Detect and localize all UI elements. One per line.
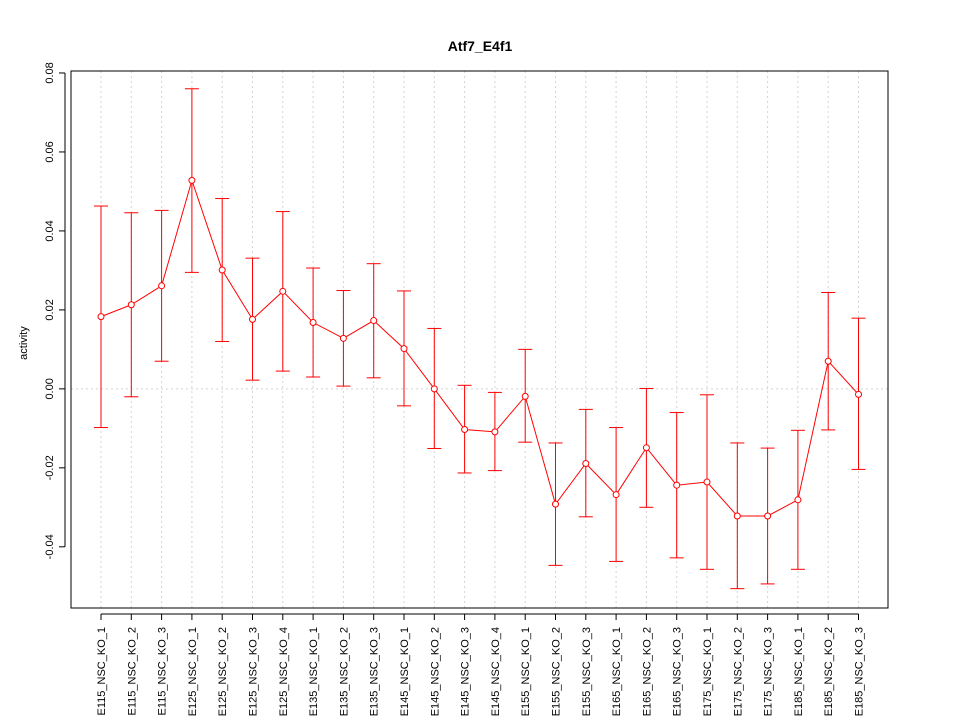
x-tick-label: E155_NSC_KO_1 <box>520 627 532 716</box>
data-point <box>279 287 287 295</box>
data-point <box>612 491 620 499</box>
data-point <box>218 266 226 274</box>
data-point <box>855 390 862 398</box>
x-tick-label: E125_NSC_KO_3 <box>248 627 260 716</box>
x-tick-label: E155_NSC_KO_2 <box>551 627 563 716</box>
data-point <box>491 428 499 436</box>
data-point <box>97 313 105 321</box>
data-point <box>430 385 438 393</box>
x-tick-label: E145_NSC_KO_3 <box>460 627 472 716</box>
y-axis: -0.04 -0.02 0.00 0.02 0.04 0.06 0.08 <box>44 62 66 559</box>
x-tick-label: E165_NSC_KO_1 <box>611 627 623 716</box>
data-point <box>552 500 559 508</box>
data-point <box>461 426 469 434</box>
y-tick-label: 0.08 <box>44 62 56 83</box>
x-tick-label: E145_NSC_KO_2 <box>429 627 441 716</box>
x-tick-label: E135_NSC_KO_3 <box>369 627 381 716</box>
x-tick-label: E185_NSC_KO_1 <box>793 627 805 716</box>
data-point <box>188 176 196 184</box>
x-axis: E115_NSC_KO_1 E115_NSC_KO_2 E115_NSC_KO_3 E… <box>96 613 866 716</box>
x-tick-label: E135_NSC_KO_1 <box>308 627 320 716</box>
data-point <box>673 481 681 489</box>
data-point <box>158 282 166 290</box>
activity-series <box>94 88 866 590</box>
x-tick-label: E165_NSC_KO_2 <box>641 627 653 716</box>
data-point <box>642 444 650 452</box>
data-point <box>794 496 802 504</box>
y-tick-label: -0.04 <box>44 534 56 559</box>
y-tick-label: 0.00 <box>44 378 56 399</box>
data-point <box>400 345 408 353</box>
series-line <box>100 178 859 517</box>
x-tick-label: E175_NSC_KO_3 <box>763 627 775 716</box>
x-tick-label: E115_NSC_KO_3 <box>157 627 169 715</box>
y-tick-label: 0.06 <box>44 141 56 162</box>
data-point <box>703 478 711 486</box>
x-tick-label: E145_NSC_KO_4 <box>490 627 502 716</box>
data-point <box>733 512 741 520</box>
data-point <box>370 317 378 325</box>
y-tick-label: 0.04 <box>44 220 56 241</box>
y-axis-label: activity <box>18 326 30 360</box>
x-tick-label: E175_NSC_KO_2 <box>732 627 744 716</box>
plot-frame <box>70 70 889 609</box>
x-tick-label: E165_NSC_KO_3 <box>672 627 684 716</box>
x-tick-label: E185_NSC_KO_2 <box>823 627 835 716</box>
data-point <box>824 357 832 365</box>
data-point <box>521 392 529 400</box>
data-point <box>309 319 317 327</box>
x-tick-label: E155_NSC_KO_3 <box>581 627 593 716</box>
data-point <box>339 334 347 342</box>
y-tick-label: 0.02 <box>44 299 56 320</box>
data-point <box>764 512 772 520</box>
chart-title: Atf7_E4f1 <box>448 38 513 54</box>
grid <box>100 71 859 608</box>
data-point <box>127 301 135 309</box>
data-point <box>582 459 590 467</box>
x-tick-label: E135_NSC_KO_2 <box>338 627 350 716</box>
x-tick-label: E115_NSC_KO_1 <box>96 627 108 715</box>
x-tick-label: E115_NSC_KO_2 <box>126 627 138 715</box>
x-tick-label: E145_NSC_KO_1 <box>399 627 411 716</box>
x-tick-label: E175_NSC_KO_1 <box>702 627 714 716</box>
x-tick-label: E125_NSC_KO_1 <box>187 627 199 716</box>
data-point <box>249 315 256 323</box>
x-tick-label: E185_NSC_KO_3 <box>854 627 866 716</box>
x-tick-label: E125_NSC_KO_4 <box>278 627 290 716</box>
y-tick-label: -0.02 <box>44 455 56 480</box>
x-tick-label: E125_NSC_KO_2 <box>217 627 229 716</box>
